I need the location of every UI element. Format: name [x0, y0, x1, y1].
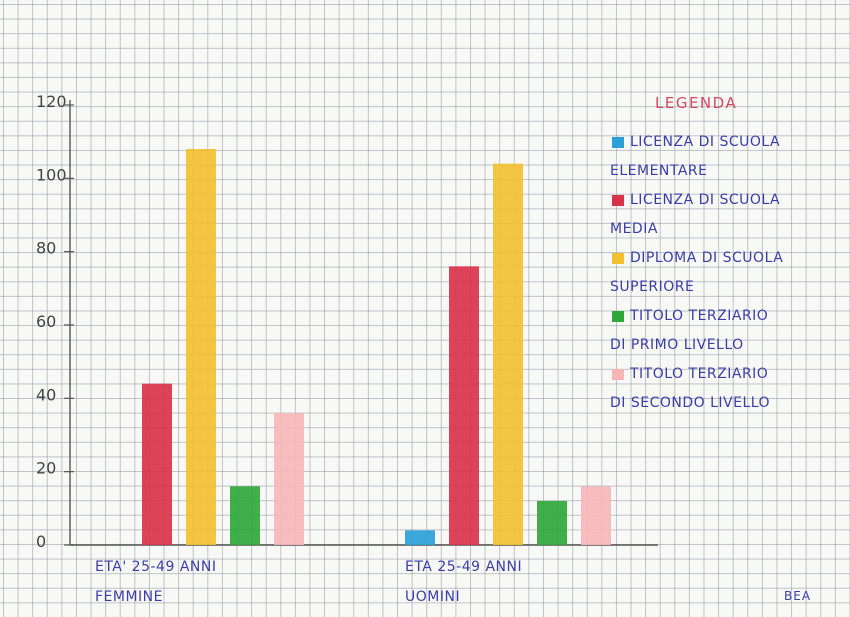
bar — [274, 413, 304, 545]
y-tick-label: 80 — [36, 239, 56, 258]
y-tick-label: 60 — [36, 312, 56, 331]
legend-swatch — [612, 137, 624, 148]
bar — [186, 149, 216, 545]
bar — [537, 501, 567, 545]
legend-label: DIPLOMA DI SCUOLA — [630, 250, 783, 266]
y-tick-label: 120 — [36, 92, 67, 111]
bar — [142, 383, 172, 545]
legend-swatch — [612, 195, 624, 206]
y-axis-ticks: 0 20 40 60 80 100 120 — [36, 92, 74, 551]
legend-label: TITOLO TERZIARIO — [629, 366, 768, 382]
y-tick-label: 0 — [36, 532, 46, 551]
bar — [405, 530, 435, 545]
x-category-label: ETA 25-49 ANNI — [405, 559, 522, 575]
legend-label: TITOLO TERZIARIO — [629, 308, 768, 324]
bars — [142, 149, 611, 545]
legend: LEGENDA LICENZA DI SCUOLA ELEMENTARE LICEN… — [610, 94, 783, 411]
x-axis-labels: ETA' 25-49 ANNI FEMMINE ETA 25-49 ANNI UOMI… — [95, 559, 522, 605]
bar — [581, 486, 611, 545]
legend-label-continued: SUPERIORE — [610, 279, 694, 295]
y-tick-label: 40 — [36, 385, 56, 404]
bar — [230, 486, 260, 545]
x-category-sublabel: UOMINI — [405, 589, 460, 605]
legend-swatch — [612, 369, 624, 380]
bar — [493, 163, 523, 545]
author-signature: BEA — [784, 589, 811, 603]
x-category-label: ETA' 25-49 ANNI — [95, 559, 216, 575]
legend-title: LEGENDA — [655, 94, 737, 112]
y-tick-label: 100 — [36, 165, 67, 184]
legend-swatch — [612, 311, 624, 322]
legend-label-continued: ELEMENTARE — [610, 163, 708, 179]
y-tick-label: 20 — [36, 459, 56, 478]
legend-label-continued: MEDIA — [610, 221, 658, 237]
bar — [449, 266, 479, 545]
x-category-sublabel: FEMMINE — [95, 589, 163, 605]
legend-label: LICENZA DI SCUOLA — [630, 134, 780, 150]
legend-swatch — [612, 253, 624, 264]
legend-label-continued: DI PRIMO LIVELLO — [610, 337, 744, 353]
legend-label-continued: DI SECONDO LIVELLO — [610, 395, 770, 411]
legend-label: LICENZA DI SCUOLA — [630, 192, 780, 208]
